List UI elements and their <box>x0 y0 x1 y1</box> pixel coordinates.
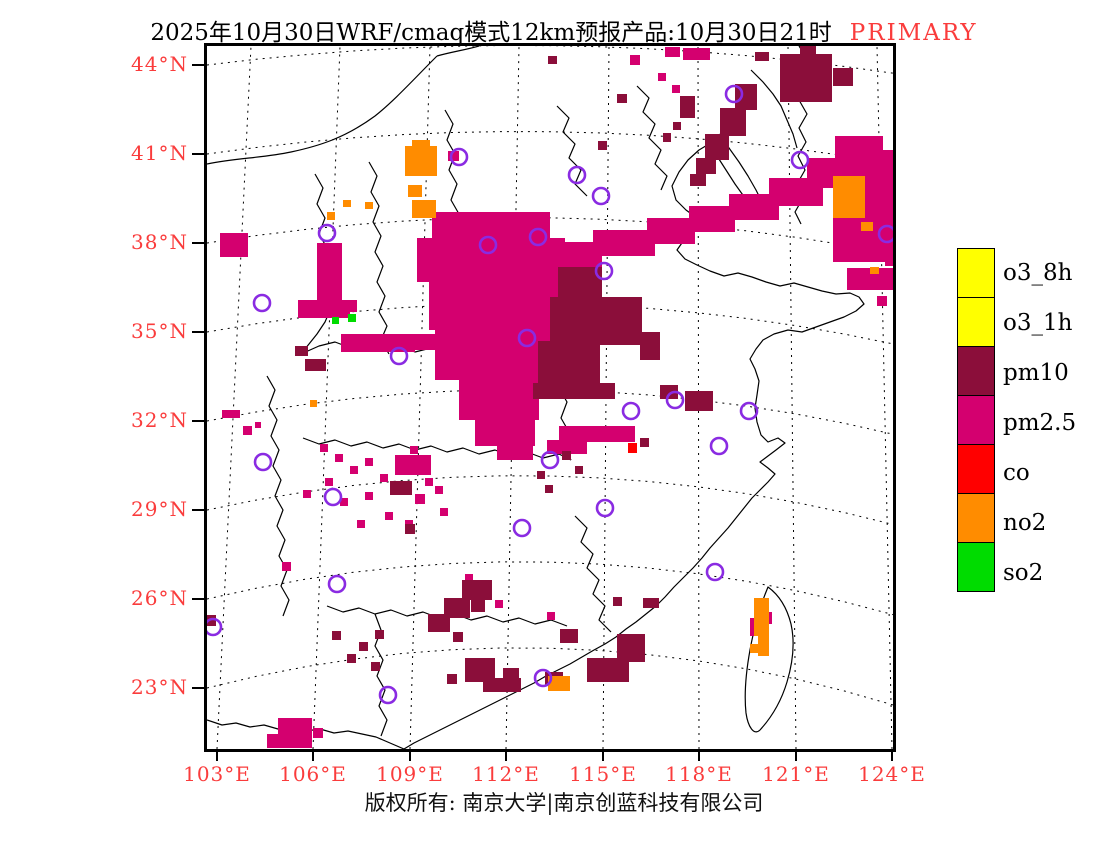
forecast-map <box>207 46 893 749</box>
lon-label: 115°E <box>569 762 637 786</box>
lat-tick <box>192 687 205 689</box>
lon-label: 118°E <box>665 762 733 786</box>
lat-tick <box>192 598 205 600</box>
legend-swatch-o3_1h <box>957 297 995 347</box>
legend-swatch-o3_8h <box>957 248 995 298</box>
lon-tick <box>505 749 507 761</box>
legend-swatch-co <box>957 444 995 494</box>
lat-label: 44°N <box>131 52 188 76</box>
lat-label: 41°N <box>131 141 188 165</box>
legend-swatch-no2 <box>957 493 995 543</box>
legend-label-o3_1h: o3_1h <box>1003 310 1073 336</box>
legend-label-no2: no2 <box>1003 510 1047 536</box>
copyright-text: 版权所有: 南京大学|南京创蓝科技有限公司 <box>364 791 764 815</box>
lon-tick <box>602 749 604 761</box>
lat-label: 29°N <box>131 497 188 521</box>
lon-label: 109°E <box>376 762 444 786</box>
lon-tick <box>795 749 797 761</box>
lon-label: 106°E <box>279 762 347 786</box>
legend-label-pm2.5: pm2.5 <box>1003 410 1077 436</box>
map-frame <box>204 43 896 752</box>
legend-label-co: co <box>1003 460 1030 486</box>
legend-colorbar <box>957 248 995 592</box>
lat-tick <box>192 153 205 155</box>
lat-label: 26°N <box>131 586 188 610</box>
lat-label: 35°N <box>131 319 188 343</box>
lat-label: 32°N <box>131 408 188 432</box>
lon-tick <box>891 749 893 761</box>
lon-tick <box>216 749 218 761</box>
title-text: 2025年10月30日WRF/cmaq模式12km预报产品:10月30日21时 <box>150 20 832 46</box>
legend-swatch-pm10 <box>957 346 995 396</box>
lon-label: 121°E <box>762 762 830 786</box>
lat-label: 38°N <box>131 230 188 254</box>
lat-label: 23°N <box>131 675 188 699</box>
page-title: 2025年10月30日WRF/cmaq模式12km预报产品:10月30日21时 P… <box>14 13 1100 47</box>
lon-label: 112°E <box>472 762 540 786</box>
lon-label: 124°E <box>858 762 926 786</box>
lat-tick <box>192 331 205 333</box>
lon-tick <box>409 749 411 761</box>
legend-swatch-so2 <box>957 542 995 592</box>
lon-tick <box>312 749 314 761</box>
lat-tick <box>192 509 205 511</box>
legend-label-so2: so2 <box>1003 560 1044 586</box>
lat-tick <box>192 242 205 244</box>
lat-tick <box>192 64 205 66</box>
legend-label-o3_8h: o3_8h <box>1003 260 1073 286</box>
legend-label-pm10: pm10 <box>1003 360 1069 386</box>
lon-label: 103°E <box>183 762 251 786</box>
legend-swatch-pm2.5 <box>957 395 995 445</box>
lon-tick <box>698 749 700 761</box>
lat-tick <box>192 420 205 422</box>
title-highlight: PRIMARY <box>849 20 978 46</box>
